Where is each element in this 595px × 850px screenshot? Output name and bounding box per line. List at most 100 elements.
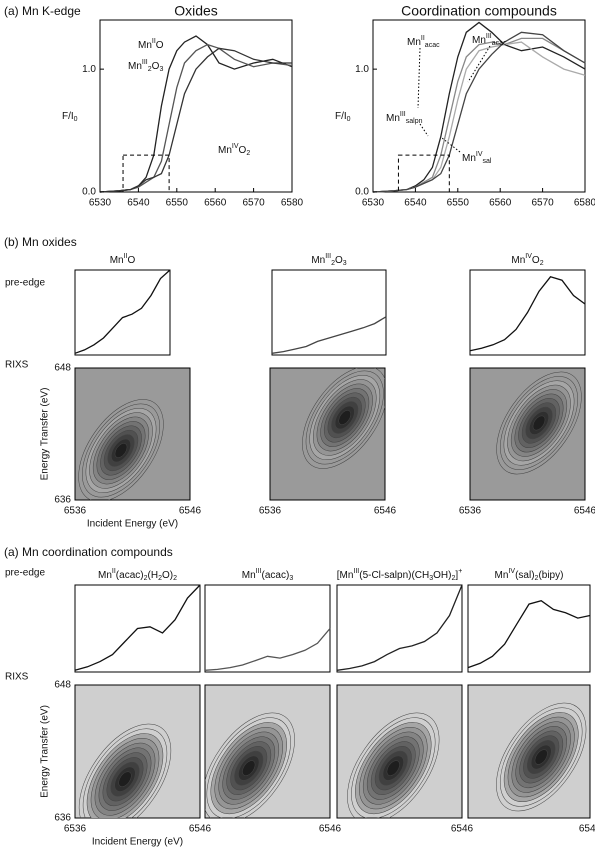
chart-title-part: Mn: [98, 570, 112, 581]
series-label: MnIIIacac: [472, 33, 507, 47]
series-label-part: Mn: [472, 35, 486, 46]
x-tick-label: 6536: [459, 506, 482, 517]
plot-frame: [204, 584, 331, 673]
spectrum-line: [99, 35, 293, 193]
x-tick-label: 6530: [89, 198, 112, 209]
y-axis-label: Energy Transfer (eV): [40, 705, 51, 798]
x-tick-label: 6560: [204, 198, 227, 209]
spectrum-line: [336, 584, 463, 671]
x-tick-label: 6536: [64, 824, 87, 835]
chart-title-part: Mn: [242, 570, 256, 581]
series-label-part: Mn: [386, 113, 400, 124]
y-axis-label: Energy Transfer (eV): [40, 388, 51, 481]
chart-title-part: Mn: [311, 255, 325, 266]
contour: [351, 717, 436, 818]
x-tick-label: 6546: [451, 824, 474, 835]
chart-title-part: 3: [343, 260, 347, 267]
spectrum-line: [74, 269, 171, 354]
x-tick-label: 6536: [259, 506, 282, 517]
chart-title-part: IV: [525, 253, 532, 260]
plot-frame: [469, 269, 586, 356]
chart-title-part: +: [458, 568, 462, 575]
chart-title-part: 2: [158, 575, 162, 582]
series-label-part: III: [142, 59, 148, 66]
series-label-part: III: [486, 33, 492, 40]
spectrum-line: [204, 628, 331, 671]
plot-frame: [74, 584, 201, 673]
chart-title-part: OH): [433, 570, 451, 581]
x-tick-label: 6540: [404, 198, 427, 209]
y-axis-label-part: 0: [347, 116, 351, 123]
contour: [305, 370, 384, 465]
y-axis-label-part: 0: [74, 116, 78, 123]
chart-title-part: 2: [144, 575, 148, 582]
row-label: RIXS: [5, 672, 29, 683]
contour: [206, 717, 291, 818]
contours: [78, 723, 172, 818]
y-tick-label: 636: [54, 813, 71, 824]
chart-title-part: 3: [289, 575, 293, 582]
x-tick-label: 6546: [189, 824, 212, 835]
panel-label: (a) Mn K-edge: [4, 4, 81, 18]
series-label-part: 3: [159, 66, 163, 73]
zoom-box: [122, 154, 170, 193]
series-label-part: acac: [492, 40, 507, 47]
contour: [496, 702, 587, 812]
chart-title-part: O: [128, 255, 136, 266]
y-tick-label: 1.0: [82, 64, 96, 75]
contour: [347, 712, 440, 818]
plot-frame: [74, 269, 171, 356]
series-label: MnIVsal: [462, 151, 492, 165]
chart-title: MnII(acac)2(H2O)2: [98, 568, 177, 582]
x-tick-label: 6540: [127, 198, 150, 209]
chart-title-part: 2: [173, 575, 177, 582]
contour: [496, 371, 582, 475]
chart-title-part: 2: [452, 575, 456, 582]
leader-line: [419, 123, 429, 137]
series-label-part: II: [421, 35, 425, 42]
x-tick-label: 6546: [579, 824, 595, 835]
x-tick-label: 6550: [166, 198, 189, 209]
leader-line: [467, 45, 491, 83]
panel-label: (a) Mn coordination compounds: [4, 545, 173, 559]
y-axis-label-part: F/I: [62, 111, 74, 122]
series-label-part: sal: [483, 158, 492, 165]
contours: [78, 399, 164, 500]
contours: [302, 368, 385, 469]
chart-title-part: (sal): [515, 570, 534, 581]
row-label: RIXS: [5, 360, 29, 371]
contour: [302, 368, 385, 469]
chart-title-part: III: [256, 568, 262, 575]
row-label: pre-edge: [5, 278, 45, 289]
chart-title: MnIIO: [110, 253, 136, 265]
rixs-peak: [118, 771, 132, 787]
series-label-part: Mn: [138, 40, 152, 51]
chart-title-part: O): [162, 570, 173, 581]
chart-title-part: [Mn: [337, 570, 354, 581]
series-label-part: 2: [246, 150, 250, 157]
y-tick-label: 0.0: [355, 187, 369, 198]
y-tick-label: 636: [54, 495, 71, 506]
spectrum-line: [271, 316, 387, 354]
series-label: MnIIO: [138, 38, 164, 50]
x-tick-label: 6546: [319, 824, 342, 835]
spectrum-line: [469, 276, 586, 352]
series-label-part: IV: [232, 143, 239, 150]
contour: [78, 723, 172, 818]
chart-title-part: O: [532, 255, 540, 266]
x-tick-label: 6570: [242, 198, 265, 209]
series-label: MnIII2O3: [128, 59, 163, 73]
contour: [499, 707, 583, 807]
spectrum-line: [74, 584, 201, 671]
series-label-part: O: [239, 145, 247, 156]
x-tick-label: 6560: [489, 198, 512, 209]
rixs-peak: [532, 415, 546, 431]
chart-title-part: (bipy): [538, 570, 563, 581]
contour: [81, 403, 161, 498]
series-label-part: 2: [148, 66, 152, 73]
x-tick-label: 6580: [281, 198, 304, 209]
chart-title-part: 3: [429, 575, 433, 582]
plot-frame: [372, 19, 586, 193]
series-label-part: IV: [476, 151, 483, 158]
